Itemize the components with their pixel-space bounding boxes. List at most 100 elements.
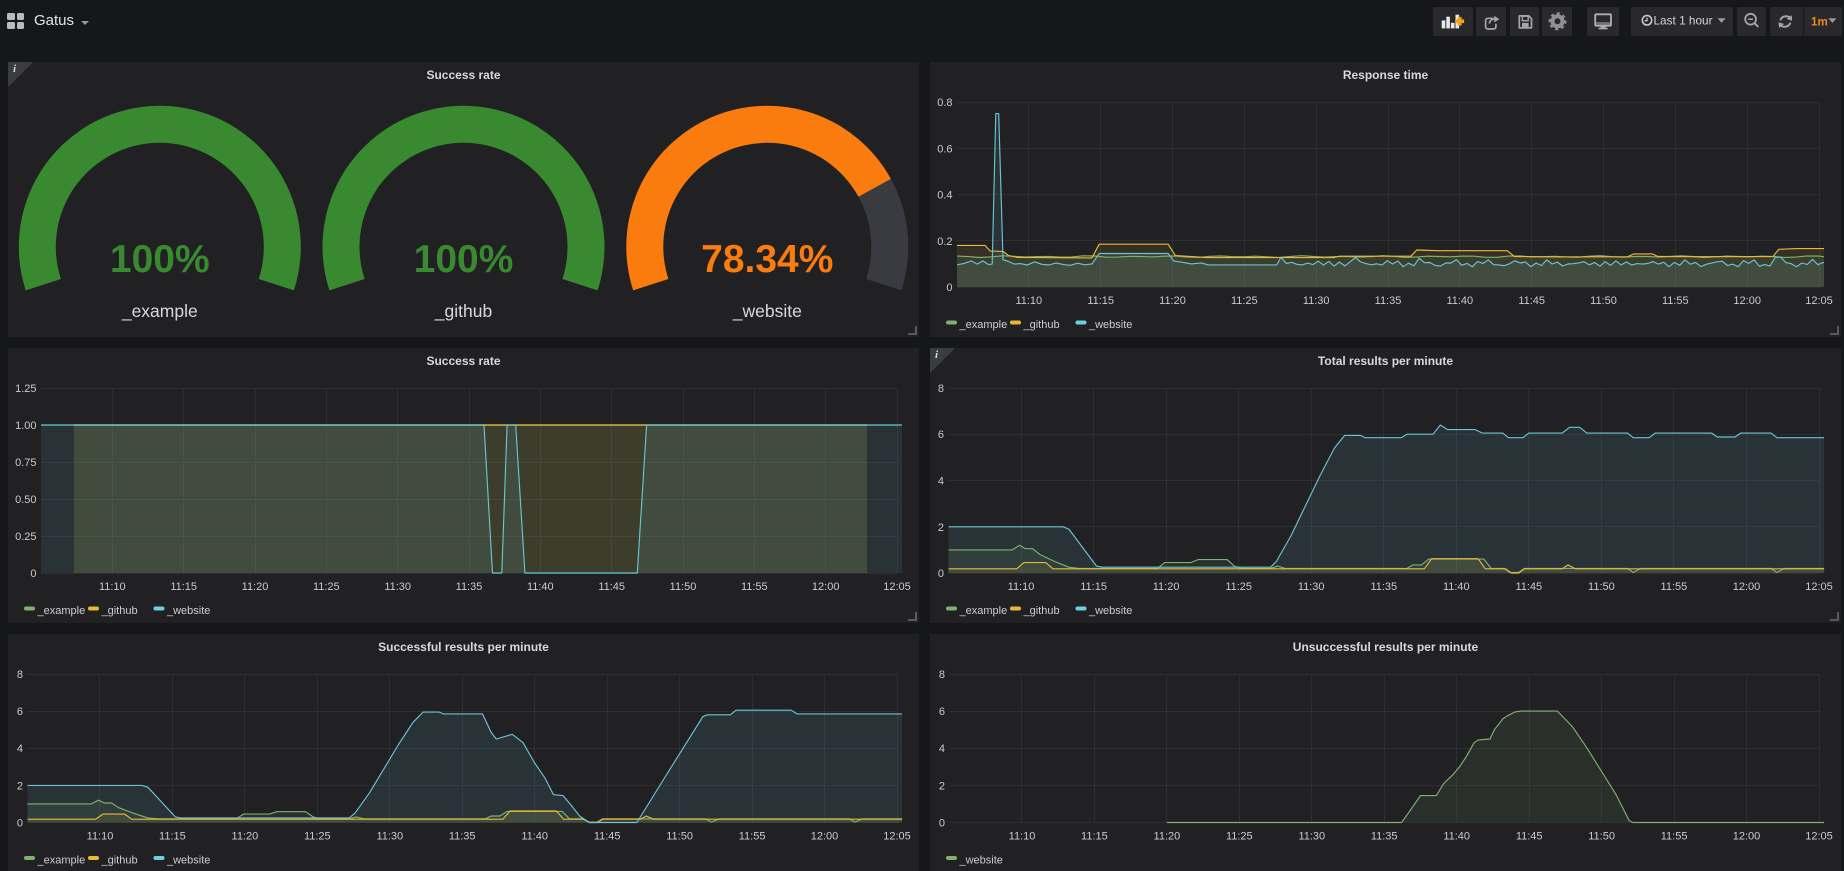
svg-text:_website: _website (1088, 605, 1132, 617)
svg-text:11:50: 11:50 (1588, 831, 1615, 843)
svg-text:12:00: 12:00 (1733, 831, 1761, 843)
svg-text:11:15: 11:15 (159, 831, 186, 843)
svg-text:2: 2 (939, 780, 945, 792)
svg-text:11:30: 11:30 (1298, 831, 1325, 843)
svg-text:_github: _github (1023, 605, 1060, 617)
svg-text:0.4: 0.4 (937, 190, 952, 202)
svg-text:11:55: 11:55 (741, 581, 768, 593)
svg-text:11:35: 11:35 (1371, 831, 1398, 843)
svg-text:11:35: 11:35 (449, 831, 476, 843)
svg-text:_github: _github (101, 855, 138, 867)
svg-text:_example: _example (121, 301, 198, 322)
svg-text:Last 1 hour: Last 1 hour (1653, 14, 1712, 28)
svg-text:11:20: 11:20 (1154, 831, 1181, 843)
svg-text:_github: _github (101, 605, 138, 617)
svg-text:0: 0 (30, 568, 36, 580)
svg-text:_example: _example (37, 605, 86, 617)
svg-text:11:50: 11:50 (670, 581, 697, 593)
svg-text:_example: _example (959, 605, 1008, 617)
svg-text:11:20: 11:20 (1153, 581, 1180, 593)
svg-text:11:40: 11:40 (1443, 581, 1470, 593)
svg-text:11:50: 11:50 (1588, 581, 1615, 593)
svg-text:6: 6 (938, 429, 944, 441)
svg-text:11:40: 11:40 (1446, 295, 1473, 307)
svg-text:8: 8 (17, 669, 23, 681)
svg-text:1.00: 1.00 (15, 420, 36, 432)
svg-text:11:45: 11:45 (598, 581, 625, 593)
svg-text:11:45: 11:45 (1515, 581, 1542, 593)
svg-text:11:30: 11:30 (1298, 581, 1325, 593)
svg-text:11:40: 11:40 (521, 831, 548, 843)
svg-text:11:45: 11:45 (1518, 295, 1545, 307)
svg-text:6: 6 (939, 706, 945, 718)
svg-text:4: 4 (17, 743, 23, 755)
svg-text:11:55: 11:55 (1662, 295, 1689, 307)
svg-text:0.2: 0.2 (937, 236, 952, 248)
svg-text:11:20: 11:20 (232, 831, 259, 843)
svg-text:6: 6 (17, 706, 23, 718)
svg-text:0.50: 0.50 (15, 494, 36, 506)
svg-text:_website: _website (1088, 319, 1132, 331)
svg-text:11:10: 11:10 (99, 581, 126, 593)
svg-text:12:00: 12:00 (812, 581, 840, 593)
svg-text:11:55: 11:55 (1661, 581, 1688, 593)
svg-text:12:05: 12:05 (1805, 295, 1833, 307)
svg-text:4: 4 (939, 743, 945, 755)
svg-text:11:45: 11:45 (594, 831, 621, 843)
svg-text:1m: 1m (1811, 16, 1828, 29)
svg-text:11:55: 11:55 (739, 831, 766, 843)
svg-text:4: 4 (938, 476, 944, 488)
svg-text:_website: _website (732, 301, 802, 322)
svg-text:11:45: 11:45 (1516, 831, 1543, 843)
svg-text:11:30: 11:30 (384, 581, 411, 593)
svg-text:11:10: 11:10 (1009, 831, 1036, 843)
svg-text:0.25: 0.25 (15, 531, 36, 543)
svg-text:12:05: 12:05 (883, 831, 911, 843)
svg-text:12:05: 12:05 (1805, 831, 1833, 843)
svg-text:_website: _website (166, 855, 210, 867)
svg-text:11:25: 11:25 (1231, 295, 1258, 307)
svg-text:0: 0 (938, 568, 944, 580)
svg-text:12:00: 12:00 (1733, 581, 1761, 593)
svg-text:11:10: 11:10 (1008, 581, 1035, 593)
svg-text:11:15: 11:15 (1087, 295, 1114, 307)
svg-text:11:25: 11:25 (313, 581, 340, 593)
svg-text:11:15: 11:15 (170, 581, 197, 593)
svg-text:100%: 100% (110, 238, 210, 281)
svg-text:11:10: 11:10 (87, 831, 114, 843)
svg-text:_website: _website (959, 855, 1003, 867)
svg-text:11:25: 11:25 (1225, 581, 1252, 593)
svg-text:12:00: 12:00 (1733, 295, 1761, 307)
svg-text:0.8: 0.8 (937, 97, 952, 109)
svg-text:11:20: 11:20 (242, 581, 269, 593)
svg-text:12:05: 12:05 (883, 581, 911, 593)
svg-text:0.6: 0.6 (937, 143, 952, 155)
svg-text:2: 2 (938, 522, 944, 534)
svg-text:11:40: 11:40 (527, 581, 554, 593)
svg-text:11:35: 11:35 (1375, 295, 1402, 307)
svg-text:0: 0 (946, 282, 952, 294)
svg-text:11:15: 11:15 (1080, 581, 1107, 593)
svg-text:_website: _website (166, 605, 210, 617)
svg-text:12:00: 12:00 (811, 831, 839, 843)
svg-text:11:25: 11:25 (1226, 831, 1253, 843)
svg-text:12:05: 12:05 (1805, 581, 1833, 593)
svg-text:11:55: 11:55 (1661, 831, 1688, 843)
svg-text:_example: _example (959, 319, 1008, 331)
svg-text:11:40: 11:40 (1443, 831, 1470, 843)
svg-text:8: 8 (939, 669, 945, 681)
svg-text:11:10: 11:10 (1015, 295, 1042, 307)
svg-text:78.34%: 78.34% (701, 238, 833, 281)
svg-text:0: 0 (939, 818, 945, 830)
svg-text:0: 0 (17, 818, 23, 830)
svg-text:_example: _example (37, 855, 86, 867)
svg-text:11:35: 11:35 (1370, 581, 1397, 593)
svg-text:_github: _github (434, 301, 492, 322)
svg-text:11:30: 11:30 (1303, 295, 1330, 307)
svg-text:2: 2 (17, 780, 23, 792)
svg-text:100%: 100% (414, 238, 514, 281)
svg-text:11:50: 11:50 (666, 831, 693, 843)
svg-text:11:15: 11:15 (1081, 831, 1108, 843)
svg-text:11:20: 11:20 (1159, 295, 1186, 307)
svg-text:8: 8 (938, 383, 944, 395)
